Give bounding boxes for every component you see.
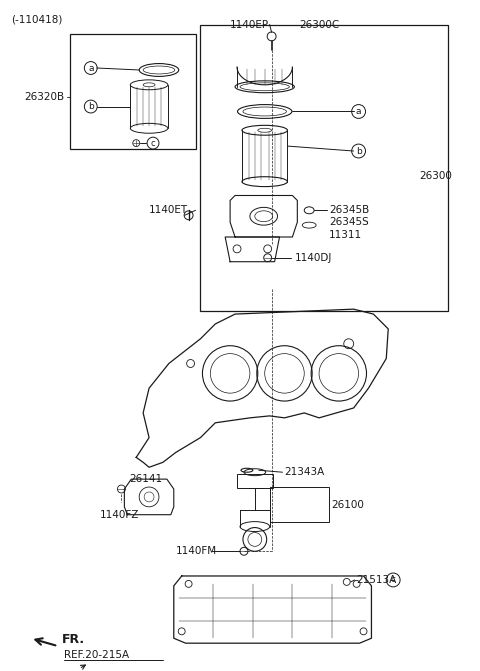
Text: 21513A: 21513A [357, 575, 397, 585]
Text: c: c [151, 139, 156, 148]
Text: 26100: 26100 [331, 500, 364, 510]
Text: 26141: 26141 [129, 474, 162, 484]
Text: 1140EP: 1140EP [230, 19, 269, 30]
Text: 26345S: 26345S [329, 217, 369, 227]
Text: 11311: 11311 [329, 230, 362, 240]
Text: a: a [88, 64, 94, 72]
Text: b: b [88, 102, 94, 111]
Text: 1140FZ: 1140FZ [100, 510, 139, 520]
Bar [70, 34, 195, 149]
Text: b: b [356, 146, 361, 156]
Text: 1140ET: 1140ET [149, 205, 188, 215]
Text: FR.: FR. [62, 633, 85, 646]
Text: 26345B: 26345B [329, 205, 369, 215]
Text: 1140DJ: 1140DJ [294, 253, 332, 263]
Text: a: a [356, 107, 361, 116]
Text: 26300C: 26300C [300, 19, 339, 30]
Text: 26300: 26300 [420, 170, 453, 180]
Text: REF.20-215A: REF.20-215A [64, 650, 129, 660]
Text: 26320B: 26320B [24, 92, 65, 102]
Text: c: c [391, 576, 396, 584]
Text: 1140FM: 1140FM [176, 546, 217, 556]
Text: 21343A: 21343A [285, 467, 325, 477]
Bar [270, 487, 329, 521]
Bar [201, 25, 447, 311]
Bar [237, 474, 273, 488]
Text: (-110418): (-110418) [11, 15, 62, 25]
